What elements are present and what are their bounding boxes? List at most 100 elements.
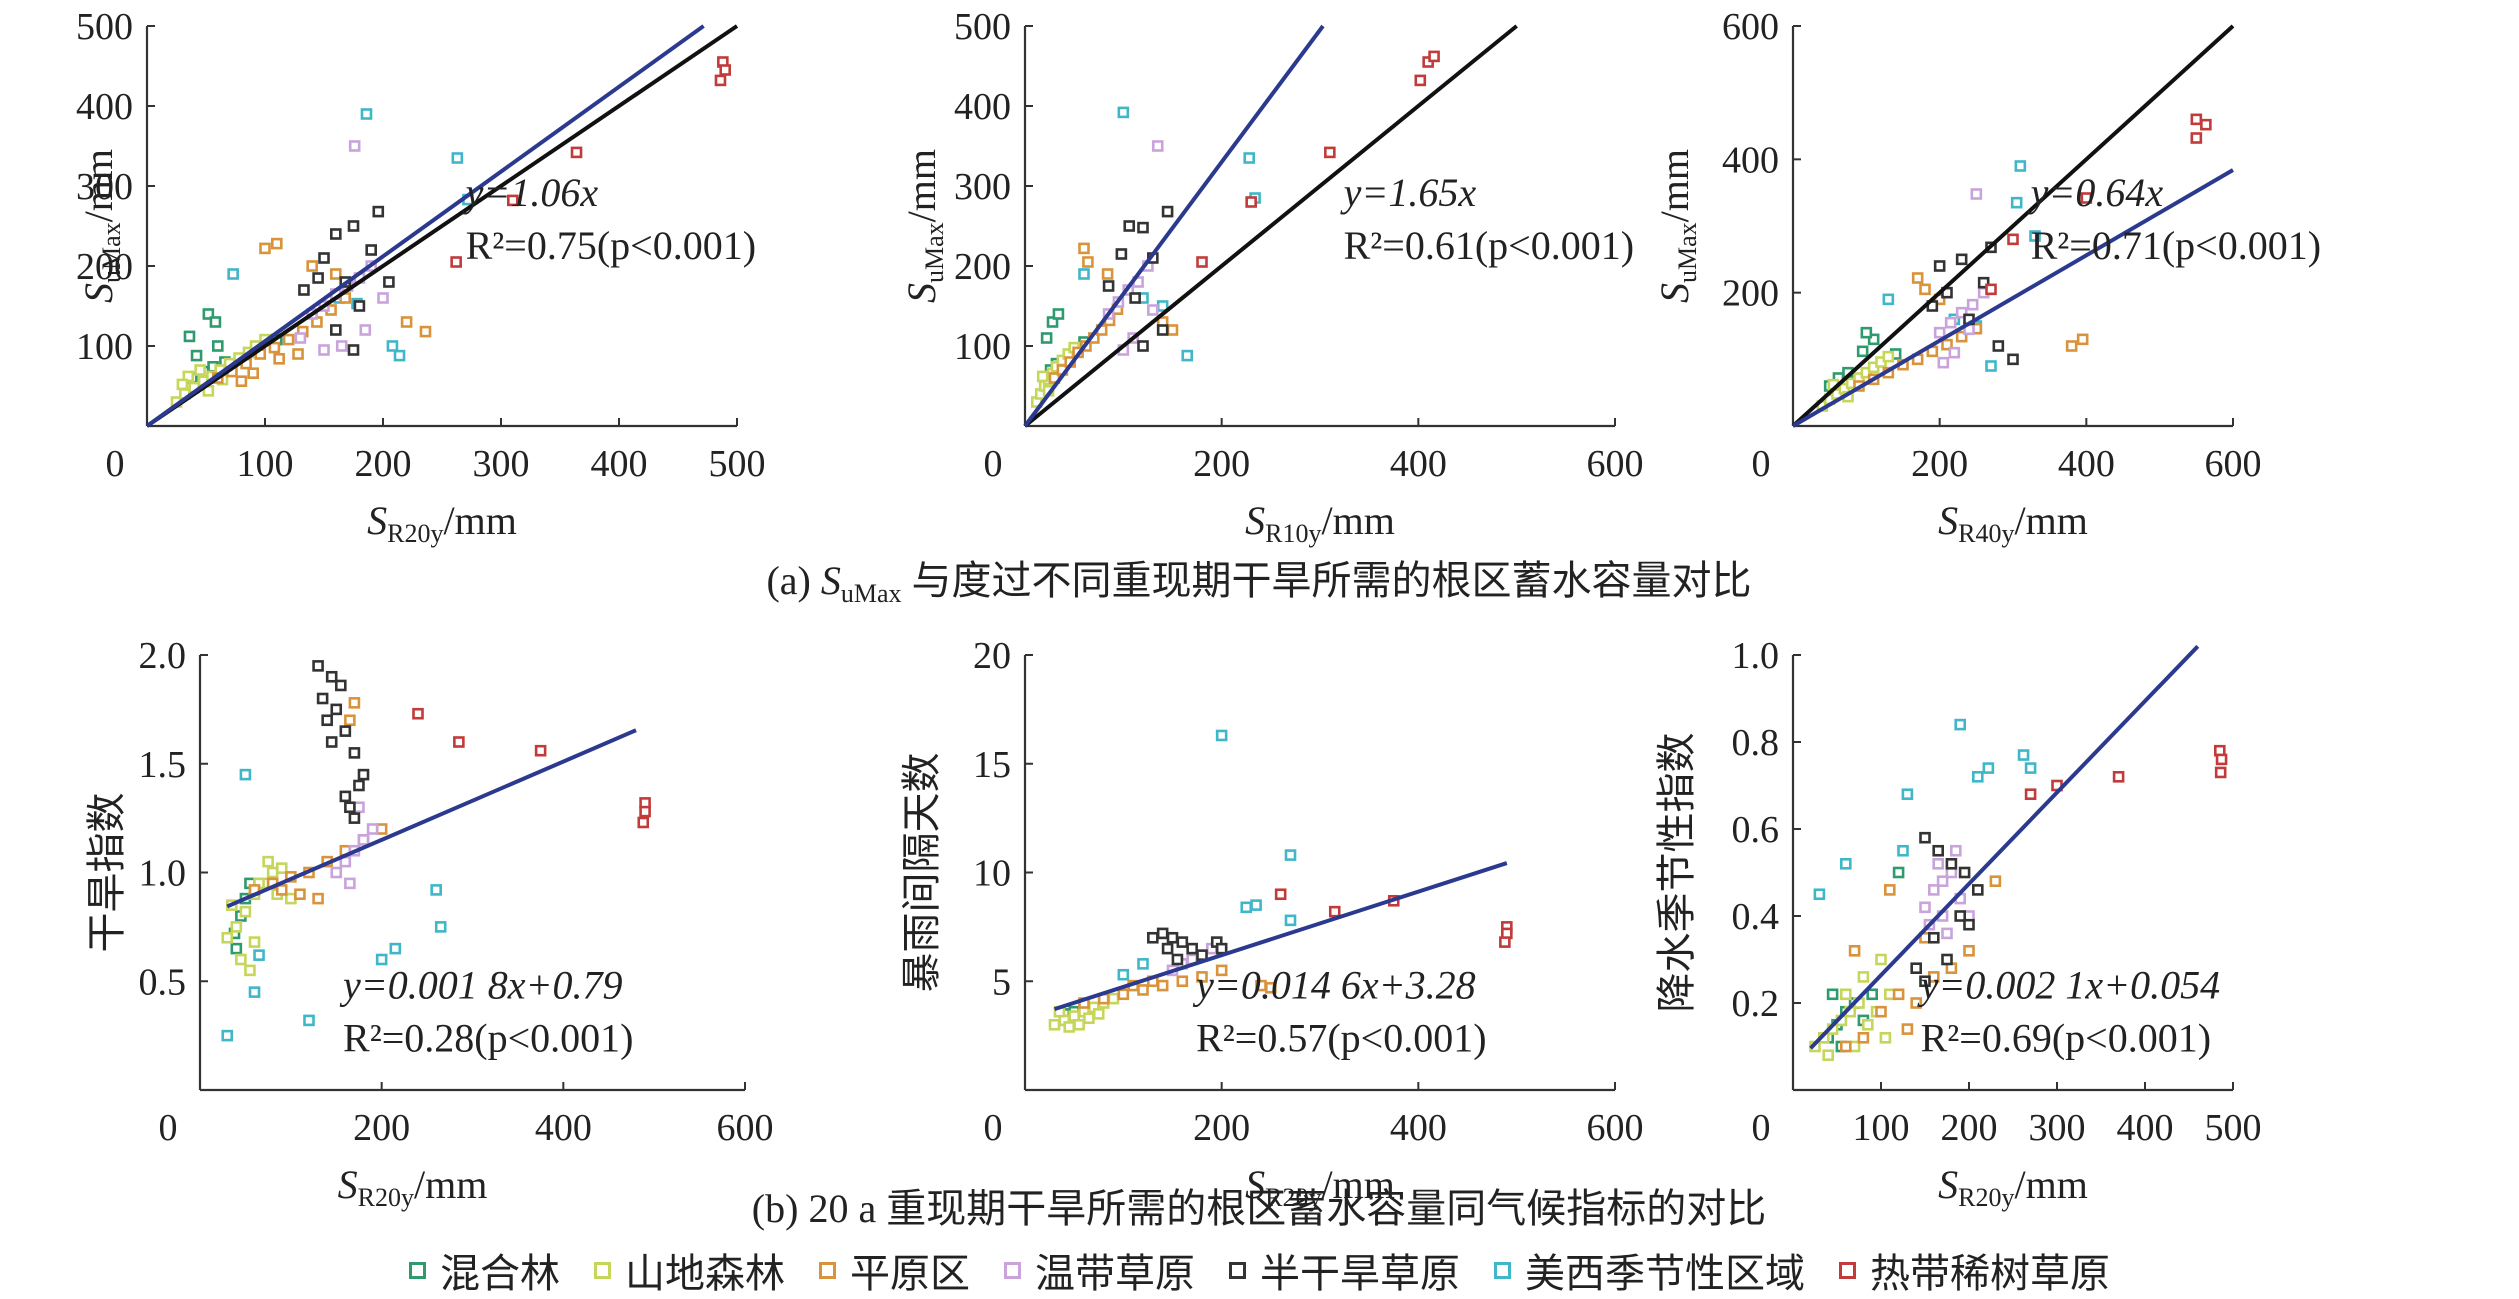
data-point: [239, 768, 252, 781]
fit-equation: y=0.014 6x+3.28: [1192, 963, 1476, 1008]
legend-item: 混合林: [409, 1241, 560, 1299]
data-point: [1243, 152, 1255, 164]
data-point: [1937, 356, 1950, 369]
data-point: [321, 714, 333, 727]
data-point: [1171, 953, 1184, 966]
data-point: [339, 725, 352, 737]
data-point: [1176, 975, 1189, 988]
x-axis-label: SR20y/mm: [338, 1162, 488, 1212]
caption-a-subscript: uMax: [841, 579, 902, 608]
data-point: [1147, 931, 1159, 944]
data-point: [2010, 196, 2023, 209]
data-point: [253, 949, 265, 961]
data-point: [1052, 308, 1065, 320]
x-tick-label: 600: [1587, 1107, 1644, 1149]
data-point: [1414, 74, 1427, 87]
y-tick-label: 0.6: [1732, 809, 1780, 851]
data-point: [312, 660, 324, 672]
x-axis-label-symbol: S: [1245, 1162, 1265, 1207]
data-point: [1972, 884, 1984, 896]
legend-item: 山地森林: [594, 1241, 785, 1299]
data-point: [1117, 106, 1130, 119]
data-point: [268, 341, 281, 354]
x-axis-label: SR40y/mm: [1938, 498, 2088, 548]
y-tick-label: 5: [992, 961, 1011, 1003]
data-point: [1186, 942, 1198, 955]
x-tick-label: 200: [353, 1107, 410, 1149]
data-point: [298, 284, 310, 296]
x-tick-label: 300: [2029, 1107, 2086, 1149]
chart-b1: 0 200 400 600 0.5 1.0 1.5 2.0 SR20y/mm 干旱指数 y=0.00…: [84, 635, 774, 1212]
legend-label: 半干旱草原: [1260, 1251, 1460, 1297]
data-point: [1875, 953, 1887, 966]
data-point: [325, 670, 338, 683]
x-tick-label: 400: [1390, 443, 1447, 485]
data-point: [1129, 292, 1141, 304]
y-axis-label-symbol: S: [1652, 283, 1697, 303]
data-point: [1919, 975, 1931, 988]
data-point: [235, 375, 248, 388]
x-axis-label: SR10y/mm: [1245, 498, 1395, 548]
data-point: [1879, 1032, 1892, 1044]
data-point: [329, 228, 342, 240]
y-tick-label: 2.0: [139, 635, 187, 677]
y-tick-label: 400: [1722, 139, 1779, 181]
data-point: [1882, 293, 1895, 306]
r-squared-label: R²=0.69(p<0.001): [1921, 1016, 2211, 1061]
data-point: [1176, 936, 1189, 948]
data-point: [1840, 988, 1852, 1001]
data-point: [570, 146, 583, 159]
data-point: [248, 936, 261, 948]
data-point: [194, 364, 206, 376]
data-point: [1944, 316, 1957, 329]
data-point: [1919, 831, 1931, 844]
x-axis-label-symbol: S: [338, 1162, 358, 1207]
x-tick-label: 200: [1193, 443, 1250, 485]
data-point: [1882, 350, 1895, 363]
data-point: [1073, 1018, 1085, 1031]
y-tick-label: 400: [954, 86, 1011, 128]
fit-equation: y=1.65x: [1340, 170, 1477, 215]
data-point: [239, 905, 252, 918]
x-tick-label: 300: [473, 443, 530, 485]
data-point: [1147, 304, 1159, 316]
x-tick-label: 500: [709, 443, 766, 485]
x-axis-label-subscript: R20y: [1265, 1183, 1321, 1212]
x-axis-label-subscript: R20y: [387, 519, 443, 548]
data-point: [1856, 345, 1869, 358]
x-axis-label: SR20y/mm: [1938, 1162, 2088, 1212]
x-axis-label-symbol: S: [1938, 498, 1958, 543]
data-point: [1215, 964, 1228, 977]
x-axis-label-unit: /mm: [444, 498, 517, 543]
data-point: [1840, 857, 1852, 870]
data-point: [453, 736, 465, 748]
data-point: [383, 276, 395, 288]
data-point: [1166, 324, 1179, 336]
y-tick-label: 0.5: [139, 961, 187, 1003]
data-point: [1982, 762, 1995, 774]
legend-item: 温带草原: [1004, 1241, 1195, 1299]
data-point: [1945, 857, 1958, 870]
data-point: [1215, 729, 1228, 742]
data-point: [2014, 160, 2027, 172]
data-point: [372, 205, 385, 218]
data-point: [1892, 866, 1905, 879]
fit-equation: y=1.06x: [462, 170, 599, 215]
data-point: [339, 790, 352, 803]
data-point: [1250, 899, 1262, 911]
y-tick-label: 200: [76, 246, 133, 288]
data-point: [1941, 927, 1953, 940]
data-point: [227, 268, 239, 280]
legend-label: 混合林: [440, 1251, 560, 1297]
data-point: [714, 74, 727, 87]
x-tick-label: 600: [1587, 443, 1644, 485]
data-point: [1156, 979, 1169, 992]
data-point: [1063, 1021, 1076, 1033]
y-axis-label: SuMax/mm: [899, 149, 949, 303]
data-point: [325, 736, 338, 748]
data-point: [221, 931, 234, 944]
data-point: [434, 921, 447, 933]
data-point: [1083, 1012, 1095, 1025]
data-point: [2200, 118, 2212, 131]
y-tick-label: 20: [973, 635, 1011, 677]
